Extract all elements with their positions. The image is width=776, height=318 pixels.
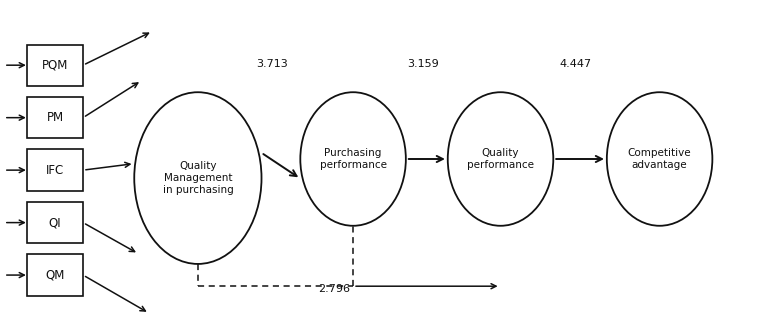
FancyBboxPatch shape: [27, 45, 83, 86]
Text: PQM: PQM: [42, 59, 68, 72]
Text: 2.796: 2.796: [317, 284, 350, 294]
Text: QI: QI: [49, 216, 61, 229]
Text: 4.447: 4.447: [559, 59, 592, 69]
Ellipse shape: [448, 92, 553, 226]
FancyBboxPatch shape: [27, 97, 83, 138]
Ellipse shape: [607, 92, 712, 226]
Text: Purchasing
performance: Purchasing performance: [320, 148, 386, 170]
Text: 3.159: 3.159: [407, 59, 438, 69]
Text: PM: PM: [47, 111, 64, 124]
Text: IFC: IFC: [46, 164, 64, 176]
Text: Quality
Management
in purchasing: Quality Management in purchasing: [162, 162, 234, 195]
FancyBboxPatch shape: [27, 202, 83, 243]
FancyBboxPatch shape: [27, 254, 83, 296]
Text: Quality
performance: Quality performance: [467, 148, 534, 170]
Ellipse shape: [300, 92, 406, 226]
Text: QM: QM: [46, 269, 64, 281]
Text: 3.713: 3.713: [256, 59, 287, 69]
Ellipse shape: [134, 92, 262, 264]
Text: Competitive
advantage: Competitive advantage: [628, 148, 691, 170]
FancyBboxPatch shape: [27, 149, 83, 191]
